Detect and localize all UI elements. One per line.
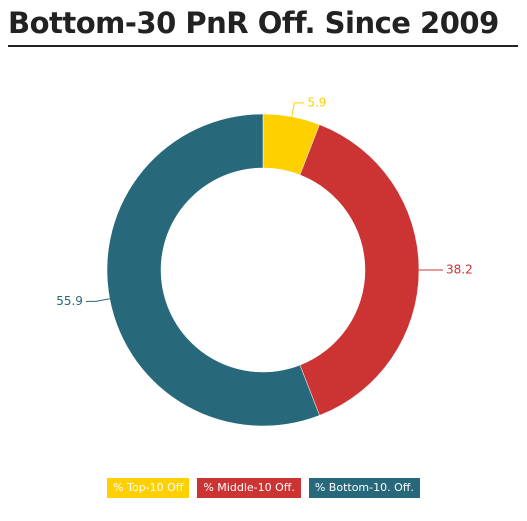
legend: % Top-10 Off % Middle-10 Off. % Bottom-10.…: [0, 478, 527, 498]
leader-line: [291, 102, 305, 117]
slice: [106, 113, 320, 427]
legend-entry: % Bottom-10. Off.: [308, 478, 420, 498]
slice: [299, 124, 420, 416]
legend-entry: % Top-10 Off: [107, 478, 190, 498]
data-label: 55.9: [56, 294, 83, 308]
data-label: 5.9: [307, 95, 326, 109]
data-label: 38.2: [446, 263, 473, 277]
leader-line: [85, 298, 110, 302]
legend-entry: % Middle-10 Off.: [197, 478, 301, 498]
chart-title: Bottom-30 PnR Off. Since 2009: [8, 6, 499, 40]
title-rule: [8, 45, 518, 47]
